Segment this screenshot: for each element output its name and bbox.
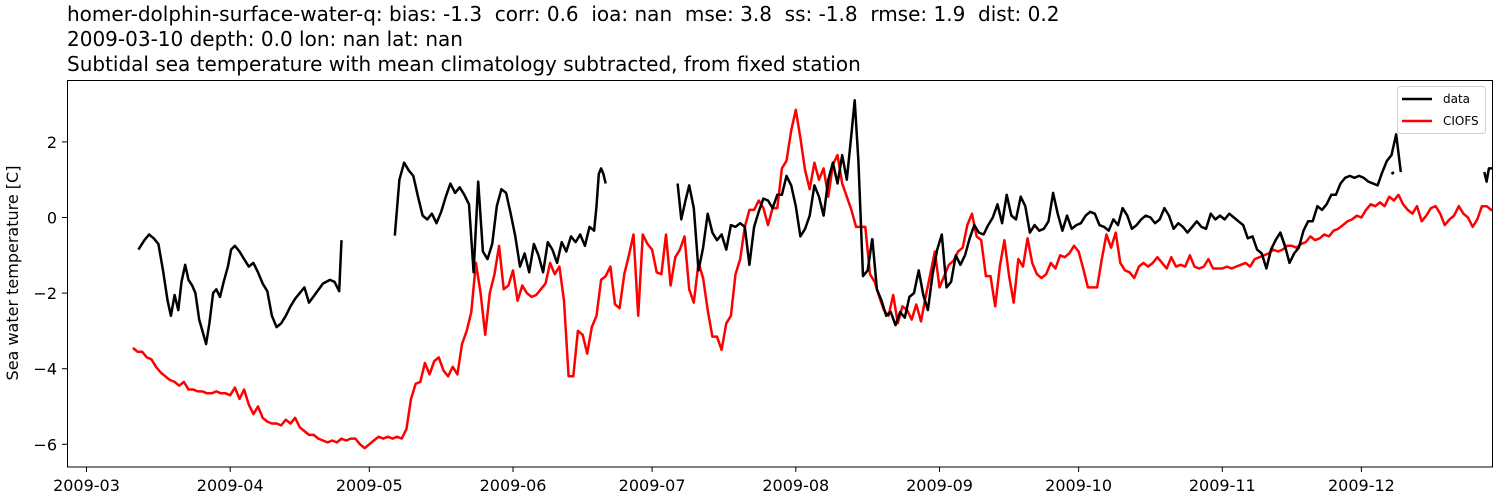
chart-title-metrics: homer-dolphin-surface-water-q: bias: -1.…	[67, 2, 1060, 26]
x-tick-label: 2009-08	[762, 476, 829, 495]
data-line	[393, 161, 607, 274]
legend-ciofs-label: CIOFS	[1443, 114, 1479, 128]
x-tick-label: 2009-03	[53, 476, 120, 495]
data-line	[1279, 232, 1287, 247]
data-line	[676, 99, 874, 278]
plot-frame	[67, 80, 1493, 468]
x-axis: 2009-03 2009-04 2009-05 2009-06 2009-07 2009-…	[53, 467, 1395, 495]
y-axis: −6 −4 −2 0 2	[33, 133, 67, 454]
chart-title-location: 2009-03-10 depth: 0.0 lon: nan lat: nan	[67, 27, 463, 51]
x-tick-label: 2009-11	[1189, 476, 1256, 495]
y-tick-label: 2	[47, 133, 57, 152]
y-tick-label: −4	[33, 360, 57, 379]
y-tick-label: −6	[33, 435, 57, 454]
data-line	[871, 133, 1403, 327]
series-layer	[132, 99, 1493, 450]
chart-title-description: Subtidal sea temperature with mean clima…	[67, 52, 861, 76]
y-tick-label: −2	[33, 284, 57, 303]
x-tick-label: 2009-09	[906, 476, 973, 495]
legend: data CIOFS	[1397, 86, 1486, 134]
data-line	[137, 233, 343, 346]
x-tick-label: 2009-07	[619, 476, 686, 495]
data-line	[1390, 171, 1395, 175]
legend-data-label: data	[1443, 92, 1470, 106]
y-tick-label: 0	[47, 209, 57, 228]
x-tick-label: 2009-04	[197, 476, 264, 495]
x-tick-label: 2009-05	[336, 476, 403, 495]
y-axis-label: Sea water temperature [C]	[3, 166, 22, 381]
x-tick-label: 2009-12	[1328, 476, 1395, 495]
x-tick-label: 2009-06	[480, 476, 547, 495]
ciofs-line	[132, 108, 1493, 450]
x-tick-label: 2009-10	[1045, 476, 1112, 495]
